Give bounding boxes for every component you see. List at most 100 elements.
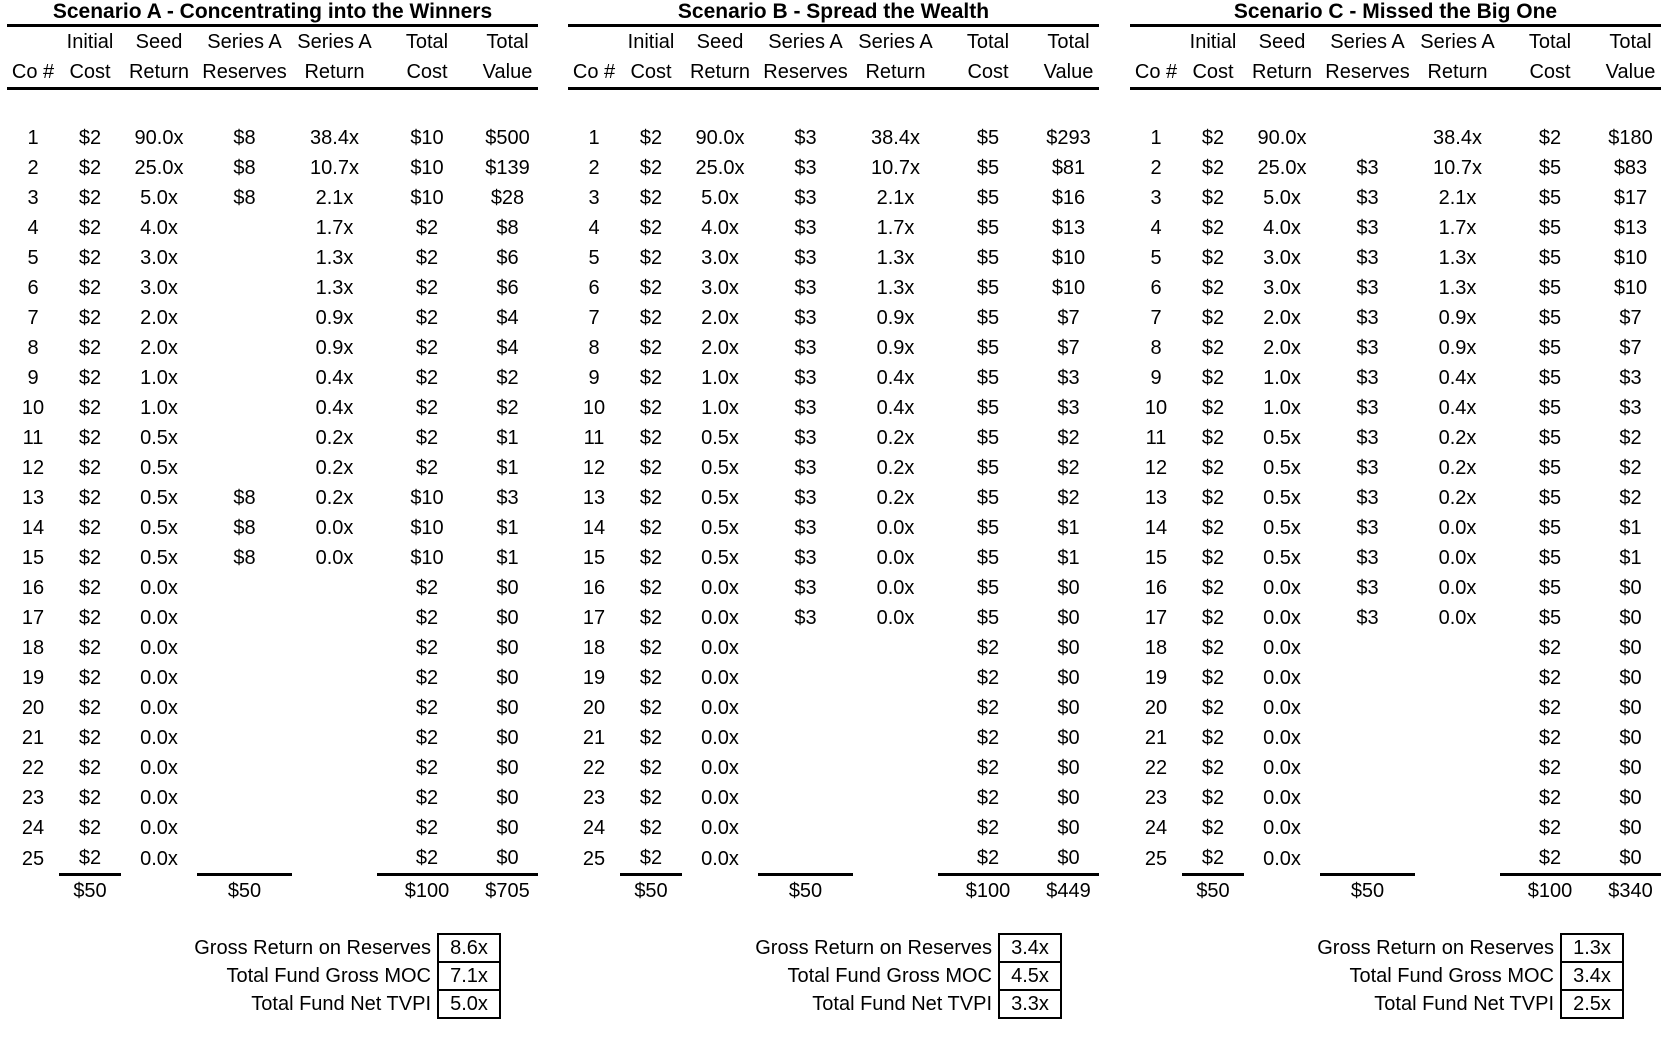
table-cell: 1.0x xyxy=(701,367,739,389)
table-cell: 0.0x xyxy=(1263,577,1301,599)
table-cell: $2 xyxy=(1538,637,1562,659)
table-cell xyxy=(197,693,292,723)
table-cell: 2.0x xyxy=(140,337,178,359)
table-cell: 15 xyxy=(21,547,45,569)
table-cell: 25 xyxy=(21,847,45,870)
table-cell: 5.0x xyxy=(140,187,178,209)
table-cell: 12 xyxy=(582,457,606,479)
table-cell: $1 xyxy=(496,457,519,479)
table-cell: $2 xyxy=(78,787,102,809)
table-cell: 21 xyxy=(1144,727,1168,749)
table-cell: $5 xyxy=(976,127,1000,149)
table-cell: 0.0x xyxy=(140,667,178,689)
table-cell: $2 xyxy=(1201,697,1225,719)
table-cell: $5 xyxy=(1538,307,1562,329)
table-cell: 0.4x xyxy=(315,397,354,419)
table-cell: $2 xyxy=(1201,427,1225,449)
table-cell: $8 xyxy=(233,487,256,509)
table-cell: $0 xyxy=(496,787,519,809)
table-cell: $5 xyxy=(976,307,1000,329)
table-row: 22 $2 0.0x $2 $0 xyxy=(568,753,1099,783)
table-cell: $1 xyxy=(1057,517,1080,539)
table-cell: 0.2x xyxy=(876,487,915,509)
table-row: 5 $2 3.0x 1.3x $2 $6 xyxy=(7,243,538,273)
table-row: 21 $2 0.0x $2 $0 xyxy=(1130,723,1661,753)
table-cell: 0.0x xyxy=(1263,817,1301,839)
table-cell: $5 xyxy=(1538,577,1562,599)
table-cell: 0.5x xyxy=(140,457,178,479)
column-header: Total xyxy=(1528,31,1572,53)
table-cell: $8 xyxy=(233,187,256,209)
table-cell xyxy=(853,633,938,663)
table-row: 2 $2 25.0x $3 10.7x $5 $81 xyxy=(568,153,1099,183)
table-row: 25 $2 0.0x $2 $0 xyxy=(1130,843,1661,876)
table-cell: $2 xyxy=(639,787,663,809)
column-header: Seed xyxy=(135,31,183,53)
table-cell: 12 xyxy=(1144,457,1168,479)
summary-value-box: 3.3x xyxy=(998,989,1062,1019)
table-row: 14 $2 0.5x $3 0.0x $5 $1 xyxy=(1130,513,1661,543)
table-cell: $5 xyxy=(976,457,1000,479)
table-cell: 0.0x xyxy=(315,547,354,569)
table-cell: $3 xyxy=(1356,217,1379,239)
table-cell: $1 xyxy=(1057,547,1080,569)
table-cell: 11 xyxy=(1145,427,1167,449)
table-row: 24 $2 0.0x $2 $0 xyxy=(1130,813,1661,843)
table-row: 18 $2 0.0x $2 $0 xyxy=(568,633,1099,663)
table-cell: $3 xyxy=(1356,187,1379,209)
column-header: Total xyxy=(966,31,1010,53)
table-cell xyxy=(197,213,292,243)
table-cell: $5 xyxy=(1538,247,1562,269)
table-cell: $7 xyxy=(1619,337,1642,359)
table-cell: 8 xyxy=(588,337,600,359)
table-cell: $2 xyxy=(415,457,439,479)
table-cell: 17 xyxy=(582,607,606,629)
table-cell: 0.0x xyxy=(876,577,915,599)
table-cell: $2 xyxy=(78,277,102,299)
table-cell: $2 xyxy=(1201,247,1225,269)
table-cell: $6 xyxy=(496,247,519,269)
table-cell: $2 xyxy=(639,337,663,359)
table-cell: 0.2x xyxy=(315,427,354,449)
table-row: 3 $2 5.0x $3 2.1x $5 $16 xyxy=(568,183,1099,213)
table-cell: $2 xyxy=(59,843,121,876)
table-cell: 0.0x xyxy=(876,517,915,539)
column-header: Return xyxy=(682,57,758,90)
table-cell: 0.0x xyxy=(1438,547,1477,569)
table-cell xyxy=(197,573,292,603)
column-header: Return xyxy=(1244,57,1320,90)
table-cell: $3 xyxy=(1356,337,1379,359)
total-cell xyxy=(292,875,377,907)
table-cell: $8 xyxy=(233,157,256,179)
table-cell: $3 xyxy=(1057,367,1080,389)
table-cell xyxy=(197,243,292,273)
table-row: 21 $2 0.0x $2 $0 xyxy=(568,723,1099,753)
table-row: 21 $2 0.0x $2 $0 xyxy=(7,723,538,753)
table-cell: 20 xyxy=(1144,697,1168,719)
table-cell: $2 xyxy=(1201,367,1225,389)
table-cell: 4.0x xyxy=(701,217,739,239)
table-cell: $3 xyxy=(1356,487,1379,509)
table-cell: $3 xyxy=(1356,547,1379,569)
table-cell: $2 xyxy=(639,817,663,839)
table-row: 11 $2 0.5x 0.2x $2 $1 xyxy=(7,423,538,453)
total-cell: $50 xyxy=(634,880,668,902)
table-cell: 3 xyxy=(588,187,600,209)
summary-metrics: Gross Return on Reserves 1.3x Total Fund… xyxy=(1317,933,1624,1019)
table-cell: 0.0x xyxy=(1438,607,1477,629)
table-cell: $0 xyxy=(1057,757,1080,779)
table-cell: $8 xyxy=(233,127,256,149)
table-row: 20 $2 0.0x $2 $0 xyxy=(7,693,538,723)
table-row: 10 $2 1.0x 0.4x $2 $2 xyxy=(7,393,538,423)
table-cell: $2 xyxy=(1201,187,1225,209)
column-header: Series A xyxy=(858,31,933,53)
table-row: 14 $2 0.5x $3 0.0x $5 $1 xyxy=(568,513,1099,543)
table-cell: $2 xyxy=(415,277,439,299)
summary-row: Gross Return on Reserves 1.3x xyxy=(1317,933,1624,963)
table-cell: $3 xyxy=(794,337,817,359)
table-cell: $5 xyxy=(1538,547,1562,569)
table-cell: $3 xyxy=(794,517,817,539)
table-cell: 2.0x xyxy=(140,307,178,329)
table-cell: 24 xyxy=(21,817,45,839)
total-cell xyxy=(1415,875,1500,907)
